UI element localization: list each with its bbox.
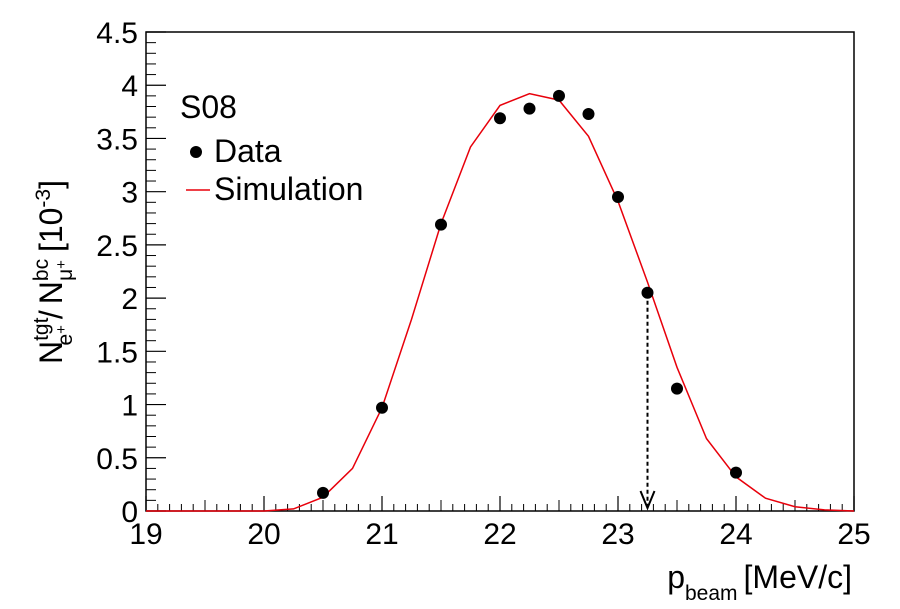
x-tick-labels: 19 20 21 22 23 24 25 [129, 518, 870, 551]
y-tick-label: 0 [121, 496, 138, 529]
x-tick-label: 20 [247, 518, 280, 551]
data-point [317, 486, 329, 499]
x-tick-label: 25 [837, 518, 870, 551]
legend-sim-label: Simulation [214, 171, 363, 207]
x-tick-label: 23 [601, 518, 634, 551]
plot-frame [145, 31, 855, 512]
x-tick-label: 21 [365, 518, 398, 551]
data-point [553, 89, 565, 102]
data-point [730, 466, 742, 479]
data-point [523, 102, 536, 115]
y-tick-label: 3 [121, 177, 138, 210]
y-tick-label: 0.5 [96, 443, 138, 476]
y-tick-label: 1 [121, 390, 138, 423]
x-tick-label: 19 [129, 518, 162, 551]
data-points [317, 89, 742, 499]
data-point [582, 107, 595, 120]
momentum-marker [639, 300, 656, 511]
marker-arrowhead [639, 490, 656, 511]
data-point [435, 218, 447, 231]
sample-label: S08 [180, 89, 237, 125]
axis-ticks [145, 31, 855, 512]
y-tick-label: 2 [121, 283, 138, 316]
data-point [494, 112, 506, 125]
x-tick-label: 24 [719, 518, 752, 551]
x-axis-title: pbeam [MeV/c] [667, 559, 852, 605]
y-tick-label: 3.5 [96, 123, 138, 156]
data-point [612, 190, 624, 203]
y-tick-label: 4.5 [96, 17, 138, 50]
y-tick-labels: 0 0.5 1 1.5 2 2.5 3 3.5 4 4.5 [96, 17, 138, 529]
legend-data-label: Data [214, 133, 282, 169]
y-axis-title: Ntgte+/Nbcμ+[10-3] [30, 180, 77, 364]
data-point [641, 286, 654, 299]
y-tick-label: 1.5 [96, 336, 138, 369]
legend: S08 Data Simulation [180, 89, 363, 207]
data-point [671, 382, 683, 395]
data-point [376, 401, 388, 414]
y-tick-label: 4 [121, 70, 138, 103]
y-tick-label: 2.5 [96, 230, 138, 263]
legend-data-marker [190, 146, 202, 158]
x-tick-label: 22 [483, 518, 516, 551]
